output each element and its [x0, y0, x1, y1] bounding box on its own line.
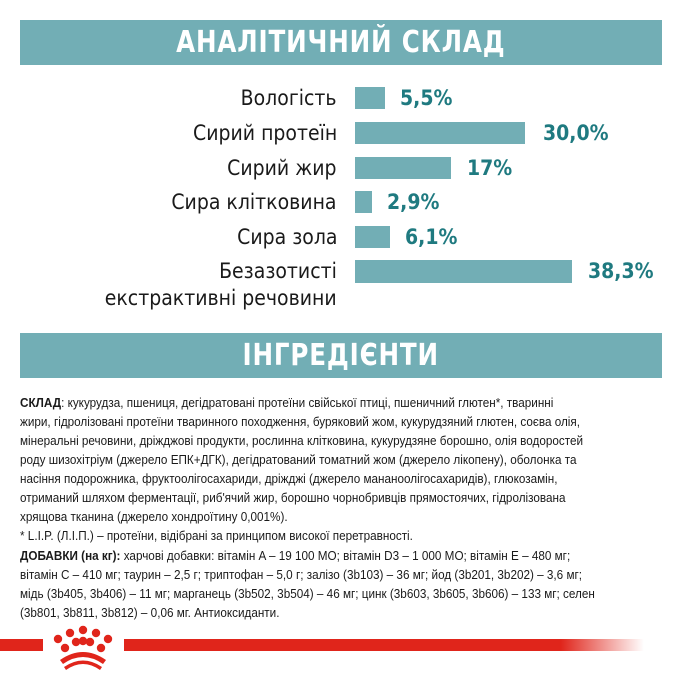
row-value: 30,0%	[543, 121, 609, 145]
footer-red-line-left	[0, 639, 43, 651]
analysis-row-fibre: Сира клітковина 2,9%	[0, 190, 682, 215]
row-value: 2,9%	[387, 190, 440, 214]
footer-red-line-right	[124, 639, 644, 651]
row-label-line2: екстрактивні речовини	[105, 286, 337, 310]
row-value: 5,5%	[400, 86, 453, 110]
analysis-row-fat: Сирий жир 17%	[0, 156, 682, 181]
additives-label: ДОБАВКИ (на кг):	[20, 549, 121, 563]
analysis-row-nfe: Безазотисті 38,3%	[0, 259, 682, 284]
row-label: Безазотисті	[219, 259, 337, 283]
analysis-row-protein: Сирий протеїн 30,0%	[0, 121, 682, 146]
row-value: 17%	[467, 156, 513, 180]
analysis-banner: АНАЛІТИЧНИЙ СКЛАД	[20, 20, 662, 65]
row-label: Сира клітковина	[171, 190, 337, 214]
analysis-title: АНАЛІТИЧНИЙ СКЛАД	[176, 25, 506, 60]
row-label: Сирий протеїн	[192, 121, 337, 145]
row-bar	[355, 226, 390, 248]
row-label: Сирий жир	[227, 156, 337, 180]
analysis-row-ash: Сира зола 6,1%	[0, 225, 682, 250]
row-bar	[355, 157, 451, 179]
royal-canin-crown-icon	[53, 625, 113, 670]
row-value: 6,1%	[405, 225, 458, 249]
row-bar	[355, 122, 525, 144]
composition-text: СКЛАД: кукурудза, пшениця, дегідратовані…	[20, 394, 670, 546]
additives-text: ДОБАВКИ (на кг): харчові добавки: вітамі…	[20, 549, 595, 620]
footnote: * L.I.P. (Л.І.П.) – протеїни, відібрані …	[20, 529, 413, 543]
row-bar	[355, 260, 572, 283]
analysis-row-moisture: Вологість 5,5%	[0, 86, 682, 111]
ingredients-title: ІНГРЕДІЄНТИ	[242, 338, 440, 373]
row-label: Вологість	[241, 86, 337, 110]
row-label: Сира зола	[236, 225, 337, 249]
row-bar	[355, 87, 385, 109]
composition-label: СКЛАД	[20, 396, 62, 410]
ingredients-banner: ІНГРЕДІЄНТИ	[20, 333, 662, 378]
row-bar	[355, 191, 372, 213]
row-value: 38,3%	[588, 259, 654, 283]
